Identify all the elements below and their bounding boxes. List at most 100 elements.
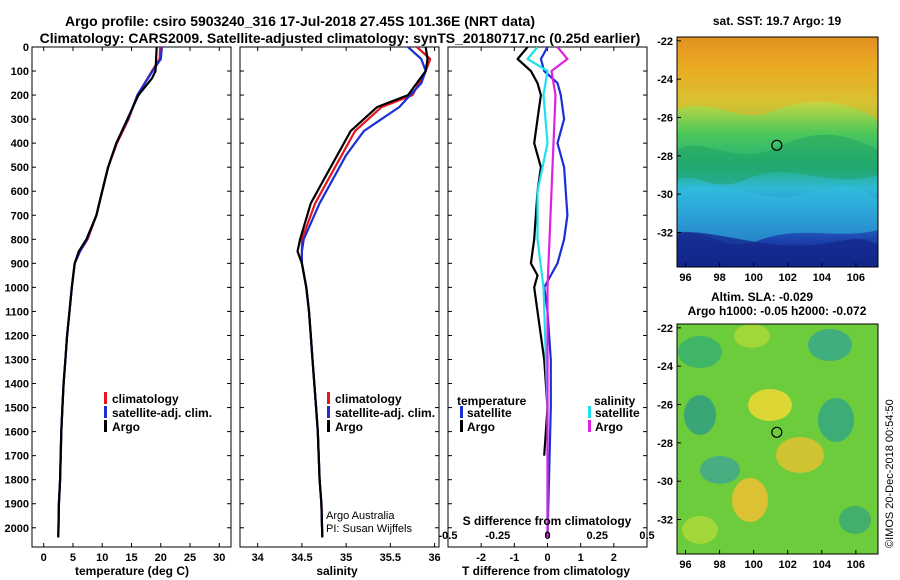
lat-tick-label: -26 — [657, 400, 673, 412]
x-tick-label: 35.5 — [380, 552, 401, 564]
legend-label-t-satellite: satellite — [467, 406, 512, 420]
legend-swatch-t-argo — [460, 420, 463, 432]
series-line-salinity-satellite — [526, 47, 549, 538]
imos-watermark: ©IMOS 20-Dec-2018 00:54:50 — [884, 399, 896, 548]
x-tick-label: 2 — [611, 552, 617, 564]
lat-tick-label: -28 — [657, 438, 673, 450]
depth-tick-label: 400 — [11, 138, 29, 150]
salinity-xlabel: salinity — [316, 564, 358, 578]
salinity-diff-tick-label: 0.5 — [639, 530, 654, 542]
legend-label-satellite: satellite-adj. clim. — [335, 406, 435, 420]
legend-label-argo: Argo — [112, 420, 140, 434]
sst-map-frame — [676, 36, 879, 268]
depth-tick-label: 1700 — [5, 451, 29, 463]
legend-label-s-satellite: satellite — [595, 406, 640, 420]
float-position-marker — [771, 426, 783, 438]
temperature-xlabel: temperature (deg C) — [75, 564, 189, 578]
salinity-panel: 34 34.5 35 35.5 36 salinity climatology sate… — [239, 46, 441, 578]
legend-swatch-satellite — [327, 406, 330, 418]
depth-tick-label: 1300 — [5, 355, 29, 367]
x-tick-label: -1 — [509, 552, 519, 564]
lon-tick-label: 100 — [744, 272, 762, 284]
depth-tick-label: 1900 — [5, 499, 29, 511]
difference-xlabel-T: T difference from climatology — [462, 564, 630, 578]
sla-map-title1: Altim. SLA: -0.029 — [711, 290, 813, 304]
lat-tick-label: -30 — [657, 189, 673, 201]
depth-axis: 0 100 200 300 400 500 600 700 800 900 1000 1100 1200… — [5, 42, 231, 535]
sla-low-patch — [684, 395, 716, 435]
depth-tick-label: 1200 — [5, 330, 29, 342]
sla-high-patch — [682, 516, 718, 544]
legend-swatch-argo — [327, 420, 330, 432]
lon-tick-label: 96 — [679, 272, 691, 284]
temperature-legend: climatology satellite-adj. clim. Argo — [104, 392, 212, 434]
x-tick-label: 34.5 — [291, 552, 312, 564]
lon-tick-label: 106 — [847, 559, 865, 571]
depth-tick-label: 900 — [11, 258, 29, 270]
legend-swatch-satellite — [104, 406, 107, 418]
x-tick-label: 15 — [125, 552, 137, 564]
difference-legend-temperature: temperature satellite Argo — [457, 394, 527, 434]
sla-low-patch — [808, 329, 852, 361]
lon-tick-label: 100 — [744, 559, 762, 571]
legend-heading-salinity: salinity — [594, 394, 636, 408]
salinity-legend: climatology satellite-adj. clim. Argo — [327, 392, 435, 434]
x-tick-label: 10 — [96, 552, 108, 564]
sla-high-patch — [748, 389, 792, 421]
credit-line2: PI: Susan Wijffels — [326, 523, 412, 535]
x-tick-label: 5 — [70, 552, 76, 564]
lat-tick-label: -24 — [657, 361, 674, 373]
sst-map-title: sat. SST: 19.7 Argo: 19 — [713, 14, 842, 28]
difference-xlabel-S: S difference from climatology — [463, 514, 632, 528]
x-tick-label: 20 — [155, 552, 167, 564]
x-tick-label: 36 — [428, 552, 440, 564]
lat-tick-label: -30 — [657, 476, 673, 488]
lon-tick-label: 102 — [779, 559, 797, 571]
sst-map: sat. SST: 19.7 Argo: 19 96 98 100 102 104 106… — [657, 14, 879, 284]
sst-cool-patch — [677, 185, 878, 245]
legend-label-satellite: satellite-adj. clim. — [112, 406, 212, 420]
legend-swatch-s-argo — [588, 420, 591, 432]
sla-high-patch — [732, 478, 768, 522]
sla-high-patch — [734, 324, 770, 348]
depth-tick-label: 1500 — [5, 403, 29, 415]
x-tick-label: 25 — [184, 552, 196, 564]
temperature-panel: 0100200300400500600700800900100011001200… — [5, 42, 232, 578]
title-line1: Argo profile: csiro 5903240_316 17-Jul-2… — [65, 13, 535, 29]
sla-low-patch — [700, 456, 740, 484]
lon-tick-label: 96 — [679, 559, 691, 571]
depth-tick-label: 100 — [11, 66, 29, 78]
x-tick-label: 30 — [213, 552, 225, 564]
difference-legend-salinity: salinity satellite Argo — [588, 394, 640, 434]
sst-cold-patch — [677, 231, 878, 267]
lat-tick-label: -32 — [657, 228, 673, 240]
x-tick-label: 34 — [252, 552, 265, 564]
lon-tick-label: 102 — [779, 272, 797, 284]
lon-tick-label: 104 — [813, 559, 832, 571]
difference-depth-ticks — [448, 46, 647, 529]
series-line-salinity-argo — [546, 47, 569, 538]
lat-tick-label: -26 — [657, 113, 673, 125]
sla-map-frame — [676, 323, 879, 555]
depth-tick-label: 2000 — [5, 523, 29, 535]
lon-tick-label: 104 — [813, 272, 832, 284]
difference-panel: -2 -1 0 1 2 T difference from climatology S … — [439, 46, 655, 578]
lat-tick-label: -28 — [657, 151, 673, 163]
float-position-marker — [771, 139, 783, 151]
sla-map: Altim. SLA: -0.029 Argo h1000: -0.05 h20… — [657, 290, 879, 571]
difference-x-axis: -2 -1 0 1 2 — [476, 47, 617, 564]
sla-map-axes: 96 98 100 102 104 106 -22 -24 -26 -28 -30 -32 — [657, 323, 865, 571]
x-tick-label: -2 — [476, 552, 486, 564]
sst-map-axes: 96 98 100 102 104 106 -22 -24 -26 -28 -30 -32 — [657, 36, 865, 284]
lat-tick-label: -22 — [657, 36, 673, 48]
legend-label-t-argo: Argo — [467, 420, 495, 434]
legend-swatch-climatology — [327, 392, 330, 404]
sla-high-patch — [776, 437, 824, 473]
salinity-axes — [239, 46, 440, 548]
lat-tick-label: -22 — [657, 323, 673, 335]
series-line-argo — [57, 47, 158, 538]
salinity-x-axis: 34 34.5 35 35.5 36 — [252, 47, 441, 564]
sla-map-title2: Argo h1000: -0.05 h2000: -0.072 — [688, 304, 867, 318]
lon-tick-label: 98 — [713, 272, 725, 284]
depth-tick-label: 1400 — [5, 379, 29, 391]
